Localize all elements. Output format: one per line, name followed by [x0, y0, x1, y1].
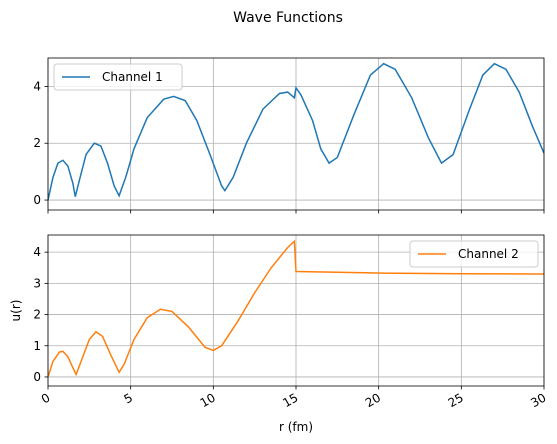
axes-frame [47, 234, 545, 387]
y-tick-label: 0 [33, 193, 41, 207]
x-tick-label: 15 [280, 390, 300, 410]
y-tick-label: 1 [33, 339, 41, 353]
legend-box [53, 63, 183, 91]
legend-box [409, 240, 539, 268]
line [48, 239, 544, 378]
y-axis-label: u(r) [9, 300, 23, 322]
y-tick-label: 2 [33, 136, 41, 150]
x-tick-label: 30 [528, 390, 548, 410]
y-tick-label: 2 [33, 308, 41, 322]
x-axis-label: r (fm) [279, 420, 313, 434]
x-tick-label: 20 [363, 390, 383, 410]
x-tick-label: 0 [39, 390, 53, 406]
legend-label: Channel 2 [458, 247, 519, 261]
figure-title: Wave Functions [233, 10, 343, 26]
y-tick-label: 4 [33, 245, 41, 259]
legend-label: Channel 1 [102, 70, 163, 84]
y-tick-label: 3 [33, 276, 41, 290]
y-tick-label: 4 [33, 79, 41, 93]
y-tick-label: 0 [33, 370, 41, 384]
x-tick-label: 5 [122, 390, 136, 406]
x-tick-label: 25 [446, 390, 466, 410]
axes-frame [47, 57, 545, 211]
line [48, 62, 544, 201]
x-tick-label: 10 [198, 390, 218, 410]
